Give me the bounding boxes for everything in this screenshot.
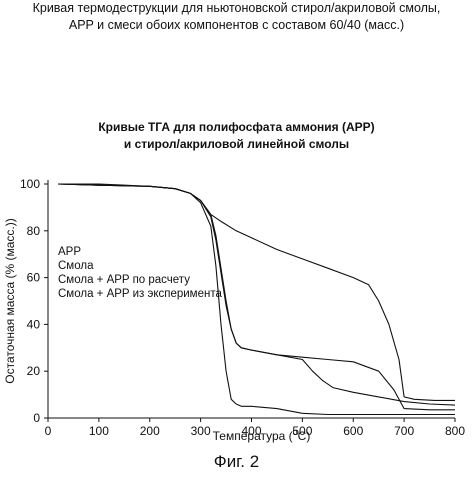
y-tick-label: 60 [27, 271, 41, 285]
legend-entry-4: Смола + APP из эксперимента [58, 288, 222, 300]
y-tick-label: 40 [27, 317, 41, 331]
legend-entry-3: Смола + APP по расчету [58, 274, 190, 286]
y-tick-label: 0 [33, 411, 40, 425]
legend-entry-1: APP [58, 246, 81, 258]
x-tick-label: 600 [343, 424, 363, 438]
x-tick-label: 0 [45, 424, 52, 438]
y-tick-label: 80 [27, 224, 41, 238]
chart-title-line-1: Кривые ТГА для полифосфата аммония (APP) [98, 120, 375, 134]
x-tick-label: 300 [191, 424, 211, 438]
x-tick-label: 400 [241, 424, 261, 438]
y-tick-label: 100 [20, 177, 40, 191]
x-tick-label: 800 [445, 424, 465, 438]
figure-caption: Кривая термодеструкции для ньютоновской … [0, 0, 473, 34]
x-axis-label: Температура (oC) [213, 427, 311, 443]
chart-title-line-2: и стирол/акриловой линейной смолы [123, 137, 350, 151]
series-line-4 [58, 183, 456, 406]
y-tick-label: 20 [27, 364, 41, 378]
caption-line-2: APP и смеси обоих компонентов с составом… [68, 18, 405, 32]
x-tick-label: 700 [394, 424, 414, 438]
y-axis-label: Остаточная масса (% (масс.)) [3, 218, 17, 383]
x-tick-label: 200 [140, 424, 160, 438]
x-tick-label: 500 [292, 424, 312, 438]
caption-line-1: Кривая термодеструкции для ньютоновской … [32, 1, 441, 15]
legend-entry-2: Смола [58, 260, 94, 272]
x-tick-label: 100 [89, 424, 109, 438]
figure-label: Фиг. 2 [213, 452, 260, 471]
